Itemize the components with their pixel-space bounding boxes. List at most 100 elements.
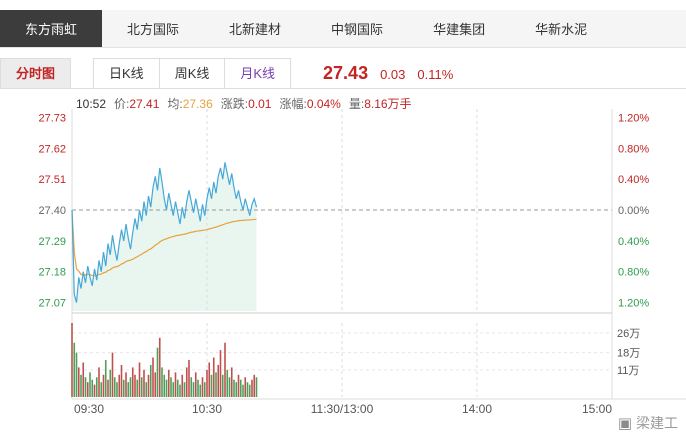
info-value-4: 8.16万手 (364, 97, 412, 111)
intraday-chart-canvas[interactable]: 27.73 1.20% 27.62 0.80% 27.51 0.40% 27.40 0.00%… (0, 89, 686, 443)
info-value-0: 27.41 (129, 97, 160, 111)
watermark-logo-icon: ▣ (617, 415, 632, 432)
volume-bar (82, 362, 85, 397)
volume-bar (73, 342, 76, 397)
price-line (71, 162, 258, 303)
volume-bar (228, 377, 231, 397)
volume-bar (152, 357, 154, 397)
volume-bar (77, 367, 80, 397)
volume-bar (183, 382, 186, 397)
volume-bar (185, 367, 188, 397)
stock-tab-0[interactable]: 东方雨虹 (0, 10, 103, 47)
volume-bar (86, 382, 89, 397)
volume-bar (188, 360, 190, 397)
stock-tab-3[interactable]: 中钢国际 (331, 22, 384, 37)
chart-type-tab-0[interactable]: 分时图 (0, 57, 72, 89)
volume-bar (244, 377, 247, 397)
price-axis-label: 27.73 (38, 112, 66, 124)
percent-axis-label: 1.20% (618, 298, 649, 310)
volume-bar (163, 374, 166, 397)
volume-bar (145, 382, 148, 397)
volume-bar (107, 379, 109, 397)
volume-bar (206, 369, 208, 397)
stock-tab-2[interactable]: 北新建材 (229, 22, 282, 37)
volume-bar (127, 382, 130, 397)
volume-axis-label: 11万 (617, 365, 639, 377)
volume-bar (194, 372, 197, 397)
volume-bar (118, 374, 121, 397)
volume-bar (120, 364, 123, 397)
stock-tab-bar: 东方雨虹 北方国际 北新建材 中钢国际 华建集团 华新水泥 (0, 10, 686, 48)
chart-info-bar: 10:52 价:27.41 均:27.36 涨跌:0.01 涨幅:0.04% 量:8.16… (76, 95, 412, 112)
volume-bar (242, 384, 244, 397)
stock-tab-5[interactable]: 华新水泥 (535, 22, 588, 37)
chart-type-tab-3[interactable]: 月K线 (224, 57, 292, 89)
volume-bar (217, 364, 220, 397)
volume-bar (93, 384, 96, 397)
volume-bar (158, 337, 161, 397)
volume-bar (154, 372, 157, 397)
percent-axis-label: 0.40% (618, 174, 649, 186)
volume-bar (100, 382, 103, 397)
volume-bar (149, 364, 152, 397)
volume-bar (253, 374, 256, 397)
volume-bar (91, 379, 94, 397)
volume-bar (80, 374, 82, 397)
watermark-text: 梁建工 (636, 415, 678, 431)
price-axis-label: 27.07 (38, 298, 66, 310)
volume-bar (84, 377, 87, 397)
info-label-0: 价: (114, 97, 130, 111)
percent-axis-label: 0.40% (618, 236, 649, 248)
chart-type-tabs: 分时图 日K线 周K线 月K线 (0, 57, 292, 89)
chart-type-tab-2[interactable]: 周K线 (158, 57, 226, 89)
chart-type-tab-1[interactable]: 日K线 (93, 57, 160, 89)
volume-bar (161, 367, 163, 397)
volume-bar (102, 374, 105, 397)
volume-axis-label: 18万 (617, 348, 640, 360)
volume-bar (95, 377, 98, 397)
volume-bar (199, 384, 202, 397)
volume-bar (210, 374, 213, 397)
time-axis-label: 09:30 (74, 402, 104, 416)
volume-bar (190, 377, 193, 397)
volume-bar (181, 374, 184, 397)
price-change: 0.03 (380, 66, 406, 82)
price-axis-label: 27.29 (38, 236, 66, 248)
time-axis-label: 10:30 (192, 402, 222, 416)
watermark: ▣ 梁建工 (611, 411, 684, 435)
volume-bar (143, 369, 145, 397)
time-axis-label: 14:00 (462, 402, 492, 416)
volume-bar (140, 377, 143, 397)
price-area-fill (72, 162, 257, 311)
price-axis-label: 27.62 (38, 143, 66, 155)
volume-bar (109, 369, 112, 397)
info-label-1: 均: (167, 97, 183, 111)
stock-tab-4[interactable]: 华建集团 (433, 22, 486, 37)
volume-bar (75, 352, 78, 397)
volume-bar (71, 323, 73, 397)
volume-axis-label: 26万 (617, 328, 640, 340)
volume-bar (239, 379, 242, 397)
info-value-3: 0.04% (306, 97, 341, 111)
info-value-1: 27.36 (182, 97, 213, 111)
percent-axis-label: 0.80% (618, 143, 649, 155)
volume-bar (233, 379, 235, 397)
percent-axis-label: 1.20% (618, 112, 649, 124)
volume-bar (111, 352, 114, 397)
volume-bar (167, 369, 170, 397)
stock-tab-1[interactable]: 北方国际 (127, 22, 180, 37)
volume-bar (237, 374, 240, 397)
time-axis-label: 11:30/13:00 (311, 402, 374, 416)
volume-bar (226, 369, 229, 397)
volume-bar (255, 377, 258, 397)
volume-bar (224, 342, 226, 397)
volume-bar (212, 357, 215, 397)
volume-bar (165, 379, 168, 397)
intraday-chart[interactable]: 10:52 价:27.41 均:27.36 涨跌:0.01 涨幅:0.04% 量:8.16… (0, 89, 686, 443)
price-change-percent: 0.11% (417, 66, 454, 82)
volume-bar (248, 384, 251, 397)
info-label-3: 涨幅: (279, 97, 307, 111)
volume-bar (156, 347, 159, 397)
quote-time: 10:52 (76, 97, 107, 111)
price-axis-label: 27.18 (38, 267, 66, 279)
